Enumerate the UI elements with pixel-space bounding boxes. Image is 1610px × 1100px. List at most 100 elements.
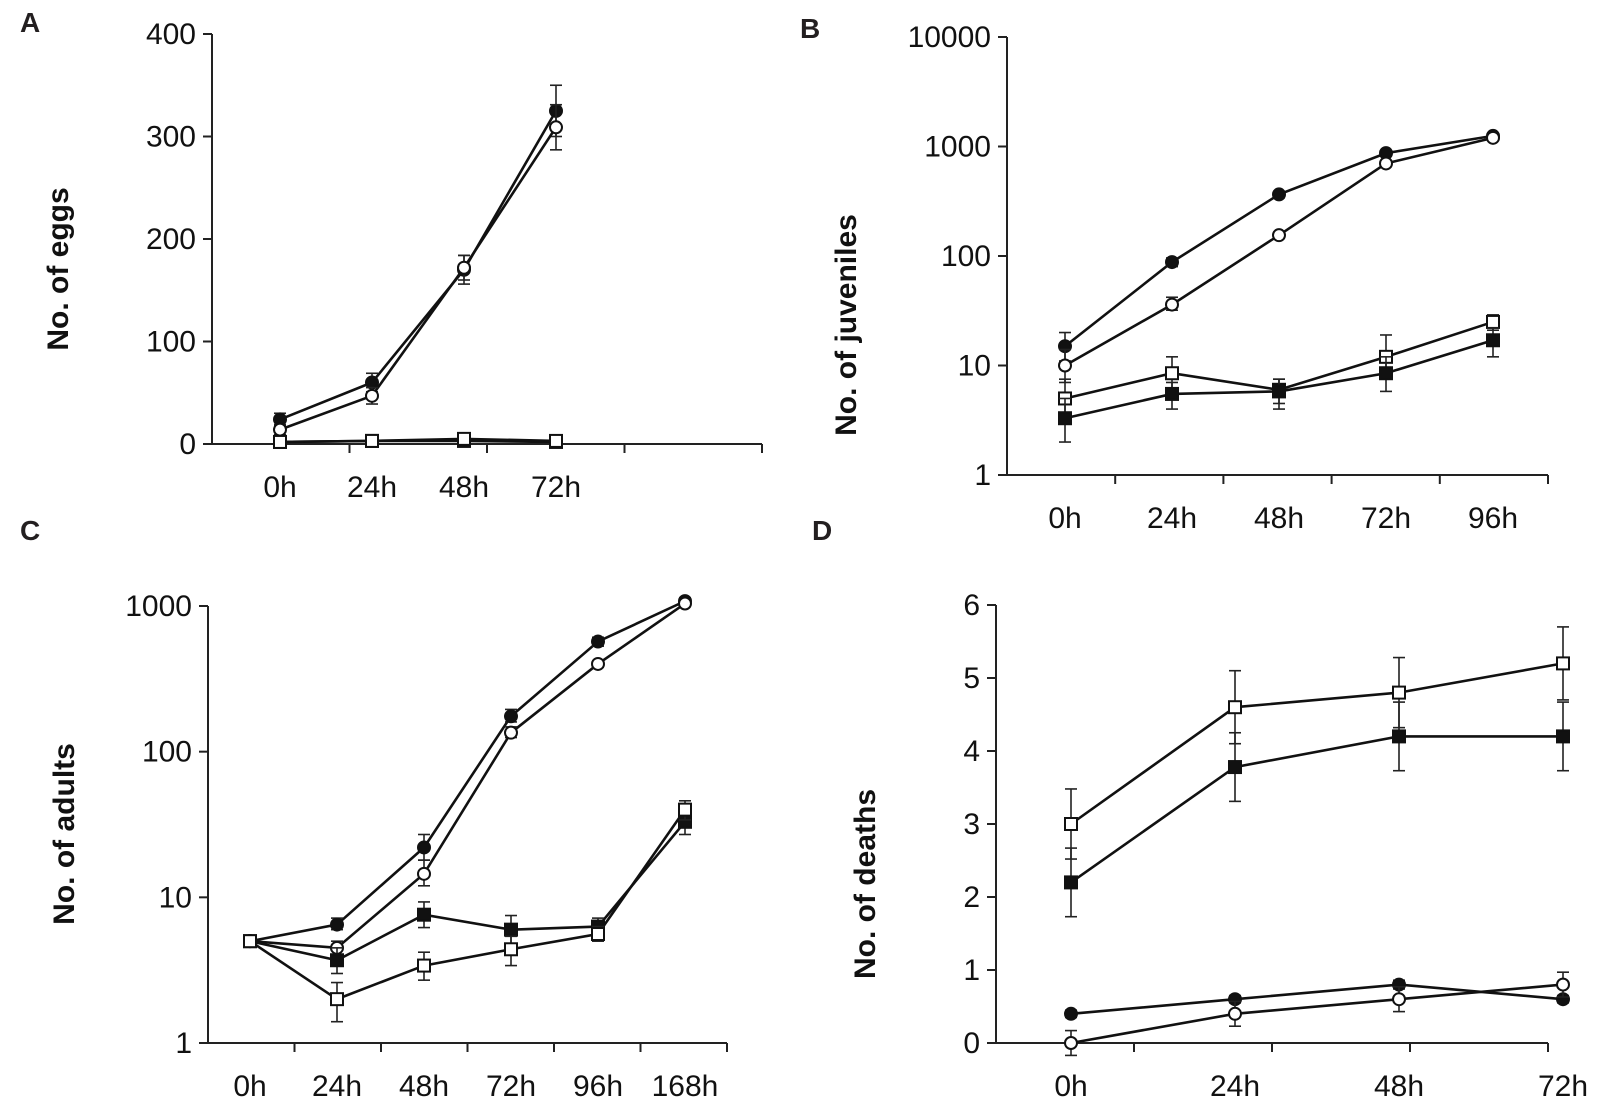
data-point: [273, 422, 287, 437]
series-open-circle: [1064, 971, 1570, 1057]
data-point: [417, 840, 431, 855]
y-tick-label: 1000: [924, 131, 991, 164]
data-point: [1379, 366, 1393, 381]
y-tick-label: 1: [175, 1027, 192, 1060]
panel-A: A 0 100 200 300 400 0h 24h 48h 72h No. of eggs: [20, 7, 763, 504]
x-tick-label: 0h: [1048, 502, 1081, 535]
series-filled-circle: [1058, 128, 1500, 362]
data-point: [1272, 384, 1286, 399]
data-point: [591, 927, 605, 942]
data-point: [591, 634, 605, 649]
data-point: [504, 922, 518, 937]
x-tick-label: 48h: [399, 1070, 449, 1100]
series-line: [249, 820, 687, 962]
series-open-square: [1064, 626, 1570, 860]
panel-letter-A: A: [20, 7, 40, 38]
data-point: [591, 656, 605, 671]
series-line: [1070, 735, 1563, 884]
data-point: [1058, 411, 1072, 426]
data-point: [678, 596, 692, 611]
data-point: [1486, 333, 1500, 348]
data-point: [1165, 297, 1179, 312]
y-tick-label: 6: [963, 589, 980, 622]
data-point: [1272, 228, 1286, 243]
y-tick-label: 1: [974, 459, 991, 492]
series-line: [1064, 136, 1494, 367]
series-filled-circle: [1064, 977, 1570, 1021]
x-tick-label: 0h: [263, 471, 296, 504]
x-tick-label: 0h: [1054, 1070, 1087, 1100]
series-open-square: [273, 431, 563, 449]
y-axis-title: No. of deaths: [849, 789, 882, 979]
data-point: [549, 120, 563, 135]
data-point: [1272, 187, 1286, 202]
x-tick-label: 48h: [1254, 502, 1304, 535]
y-tick-label: 1000: [125, 590, 192, 623]
series-line: [1070, 983, 1564, 1016]
data-point: [1392, 992, 1406, 1007]
series-line: [1070, 662, 1564, 826]
y-tick-label: 300: [146, 121, 196, 154]
panel-letter-B: B: [800, 13, 820, 44]
x-tick-label: 24h: [347, 471, 397, 504]
y-tick-label: 100: [146, 326, 196, 359]
series-open-circle: [273, 103, 563, 437]
y-tick-label: 3: [963, 808, 980, 841]
panel-letter-C: C: [20, 515, 40, 546]
data-point: [1486, 130, 1500, 145]
data-point: [330, 953, 344, 968]
data-point: [1228, 1006, 1242, 1021]
data-point: [457, 431, 471, 446]
data-point: [1165, 366, 1179, 381]
data-point: [330, 917, 344, 932]
data-point: [1556, 656, 1570, 671]
series-open-circle: [1058, 130, 1500, 384]
y-tick-label: 100: [941, 240, 991, 273]
series-open-circle: [243, 596, 692, 957]
x-tick-label: 72h: [531, 471, 581, 504]
panel-letter-D: D: [812, 515, 832, 546]
series-line: [279, 126, 558, 431]
panel-D: D 0 1 2 3 4 5 6 0h 24h 48h 72h No. of deaths: [812, 515, 1588, 1100]
data-point: [417, 907, 431, 922]
data-point: [1556, 729, 1570, 744]
x-tick-label: 24h: [312, 1070, 362, 1100]
data-point: [549, 433, 563, 448]
y-tick-label: 0: [963, 1027, 980, 1060]
data-point: [1556, 977, 1570, 992]
data-point: [1486, 314, 1500, 329]
series-line: [279, 437, 557, 444]
y-tick-label: 400: [146, 18, 196, 51]
data-point: [1165, 386, 1179, 401]
data-point: [1165, 255, 1179, 270]
data-point: [330, 992, 344, 1007]
x-tick-label: 72h: [1361, 502, 1411, 535]
series-open-square: [243, 799, 692, 1023]
panel-B: B 1 10 100 1000 10000 0h 24h 48h 72h 96h No. of ju…: [800, 13, 1549, 535]
y-axis-title: No. of adults: [48, 743, 81, 925]
y-tick-label: 0: [179, 428, 196, 461]
data-point: [243, 934, 257, 949]
data-point: [1379, 156, 1393, 171]
panel-C: C 1 10 100 1000 0h 24h 48h 72h 96h 168h No. of adu…: [20, 515, 728, 1100]
series-filled-circle: [273, 84, 563, 427]
series-line: [249, 602, 686, 950]
x-tick-label: 48h: [439, 471, 489, 504]
y-tick-label: 4: [963, 735, 980, 768]
data-point: [1228, 760, 1242, 775]
x-tick-label: 72h: [486, 1070, 536, 1100]
data-point: [457, 260, 471, 275]
x-tick-label: 0h: [233, 1070, 266, 1100]
series-filled-square: [243, 808, 692, 975]
data-point: [1064, 817, 1078, 831]
series-line: [249, 599, 686, 943]
y-tick-label: 10: [958, 350, 991, 383]
data-point: [1064, 875, 1078, 890]
data-point: [365, 375, 379, 390]
data-point: [504, 709, 518, 724]
y-tick-label: 10: [159, 881, 192, 914]
x-tick-label: 72h: [1538, 1070, 1588, 1100]
series-filled-square: [1064, 701, 1570, 918]
x-tick-label: 24h: [1210, 1070, 1260, 1100]
